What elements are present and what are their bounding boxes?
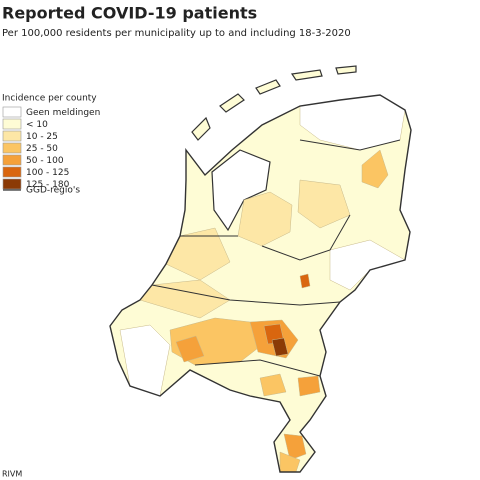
legend-label: 100 - 125: [26, 168, 69, 178]
legend: Geen meldingen < 10 10 - 25 25 - 50 50 - 100…: [2, 106, 100, 190]
legend-swatch: [2, 118, 22, 130]
legend-line-label: GGD-regio's: [26, 186, 80, 196]
region: [297, 179, 351, 229]
legend-swatch: [2, 178, 22, 190]
legend-swatch: [2, 166, 22, 178]
island: [191, 116, 211, 141]
source: RIVM: [2, 470, 22, 479]
legend-label: Geen meldingen: [26, 108, 100, 118]
region: [175, 335, 205, 363]
legend-label: 125 - 180: [26, 180, 70, 190]
legend-swatch: [2, 130, 22, 142]
legend-label: < 10: [26, 120, 48, 130]
island: [335, 65, 357, 75]
region: [259, 373, 287, 397]
ijsselmeer: [211, 149, 271, 232]
title: Reported COVID-19 patients: [2, 4, 257, 23]
island: [290, 69, 323, 81]
subtitle: Per 100,000 residents per municipality u…: [2, 28, 351, 39]
ggd-border: [109, 94, 412, 473]
legend-label: 25 - 50: [26, 144, 58, 154]
legend-swatch: [2, 106, 22, 118]
island: [219, 93, 245, 113]
region: [119, 324, 171, 397]
legend-title: Incidence per county: [2, 94, 97, 104]
region: [271, 337, 289, 357]
region: [283, 433, 307, 461]
region: [361, 149, 389, 189]
island: [255, 79, 281, 95]
legend-label: 50 - 100: [26, 156, 64, 166]
region: [297, 375, 321, 397]
legend-label: 10 - 25: [26, 132, 58, 142]
map: [109, 65, 412, 473]
legend-swatch: [2, 142, 22, 154]
ggd-border: [151, 139, 401, 377]
land: [109, 94, 412, 473]
legend-swatch: [2, 154, 22, 166]
region: [299, 273, 311, 289]
